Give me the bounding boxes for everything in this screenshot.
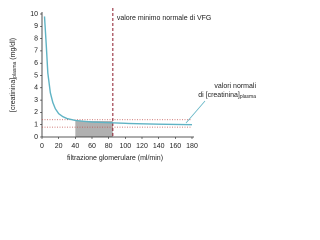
x-tick-label: 20 — [55, 143, 63, 150]
x-tick-label: 160 — [169, 143, 181, 150]
x-tick-label: 180 — [186, 143, 198, 150]
chart: filtrazione glomerulare (ml/min) [creati… — [10, 8, 256, 162]
x-tick-label: 40 — [71, 143, 79, 150]
x-tick-label: 0 — [40, 143, 44, 150]
x-tick-label: 60 — [88, 143, 96, 150]
annotation-text: di [creatinina] — [198, 92, 240, 99]
vline-label: valore minimo normale di VFG — [117, 15, 212, 22]
y-label-unit: (mg/dl) — [10, 38, 17, 60]
annotation-sub: plasma — [240, 94, 256, 100]
y-tick-label: 10 — [30, 11, 38, 18]
x-tick-label: 140 — [153, 143, 165, 150]
y-tick-label: 4 — [34, 85, 38, 92]
y-tick-label: 8 — [34, 35, 38, 42]
annotation-line: di [creatinina]plasma — [198, 92, 256, 100]
x-tick-label: 80 — [105, 143, 113, 150]
annotation-line: valori normali — [214, 83, 256, 90]
y-tick-label: 1 — [34, 122, 38, 129]
data-line — [43, 16, 193, 126]
y-tick-label: 5 — [34, 72, 38, 79]
y-label-main: [creatinina] — [10, 78, 17, 112]
shaded-region — [75, 121, 113, 137]
y-axis-label: [creatinina]plasma(mg/dl) — [10, 38, 18, 112]
y-tick-label: 7 — [34, 48, 38, 55]
y-tick-label: 9 — [34, 23, 38, 30]
x-axis-label: filtrazione glomerulare (ml/min) — [67, 155, 163, 162]
y-label-sub: plasma — [12, 61, 18, 77]
y-tick-label: 0 — [34, 134, 38, 141]
y-tick-label: 6 — [34, 60, 38, 67]
leader-line — [185, 100, 206, 124]
x-tick-label: 100 — [119, 143, 131, 150]
y-tick-label: 3 — [34, 97, 38, 104]
x-tick-label: 120 — [136, 143, 148, 150]
y-tick-label: 2 — [34, 109, 38, 116]
